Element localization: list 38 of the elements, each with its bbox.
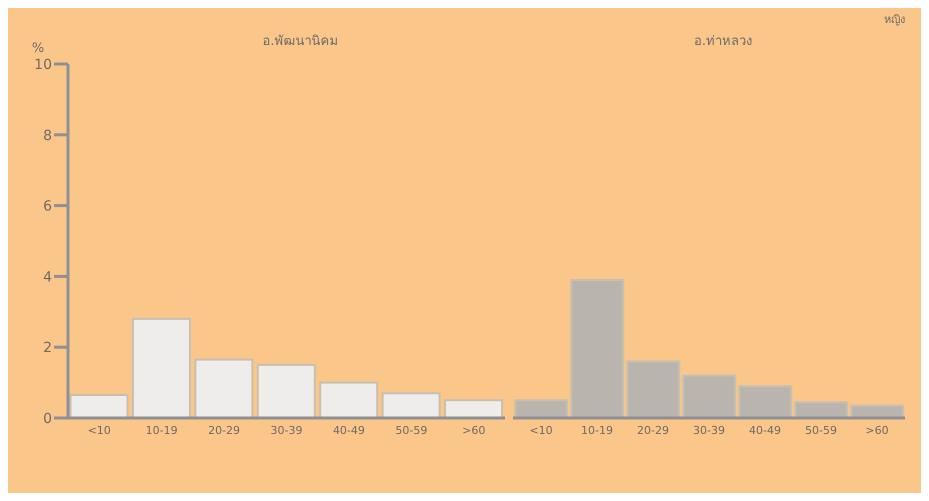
- x-tick-label: 10-19: [146, 424, 178, 437]
- bar: [132, 318, 191, 418]
- y-axis-title: %: [32, 41, 44, 56]
- y-tick-label: 10: [34, 56, 52, 73]
- bar: [69, 394, 128, 418]
- bar: [319, 382, 378, 418]
- x-tick-label: 20-29: [208, 424, 240, 437]
- bar: [850, 404, 904, 418]
- x-tick-label: 40-49: [332, 424, 365, 437]
- y-tick-label: 8: [43, 128, 52, 144]
- x-tick-label: 40-49: [749, 424, 781, 437]
- chart-title: อ.ท่าหลวง: [692, 33, 754, 51]
- y-tick-label: 4: [43, 269, 52, 286]
- y-tick-label: 0: [43, 410, 52, 427]
- bar: [382, 392, 441, 418]
- bar: [682, 374, 736, 418]
- y-tick-label: 2: [43, 340, 52, 356]
- x-tick-label: 20-29: [637, 424, 669, 437]
- chart-title: อ.พัฒนานิคม: [261, 33, 340, 51]
- bar: [444, 399, 504, 418]
- x-tick-label: <10: [88, 424, 111, 437]
- bar: [256, 364, 316, 418]
- x-tick-label: 10-19: [581, 424, 613, 437]
- x-tick-label: 50-59: [395, 424, 428, 437]
- x-tick-label: <10: [529, 424, 553, 437]
- bar: [514, 399, 568, 418]
- bar: [738, 385, 792, 418]
- x-tick-label: >60: [865, 424, 889, 437]
- x-tick-label: 50-59: [805, 424, 837, 437]
- x-tick-label: >60: [462, 424, 486, 437]
- bar: [626, 360, 680, 418]
- bar: [194, 358, 254, 418]
- x-tick-label: 30-39: [693, 424, 725, 437]
- text: หญิง: [884, 12, 905, 28]
- y-tick-label: 6: [43, 198, 52, 215]
- bar: [794, 401, 848, 418]
- bar: [570, 278, 624, 418]
- x-tick-label: 30-39: [270, 424, 302, 437]
